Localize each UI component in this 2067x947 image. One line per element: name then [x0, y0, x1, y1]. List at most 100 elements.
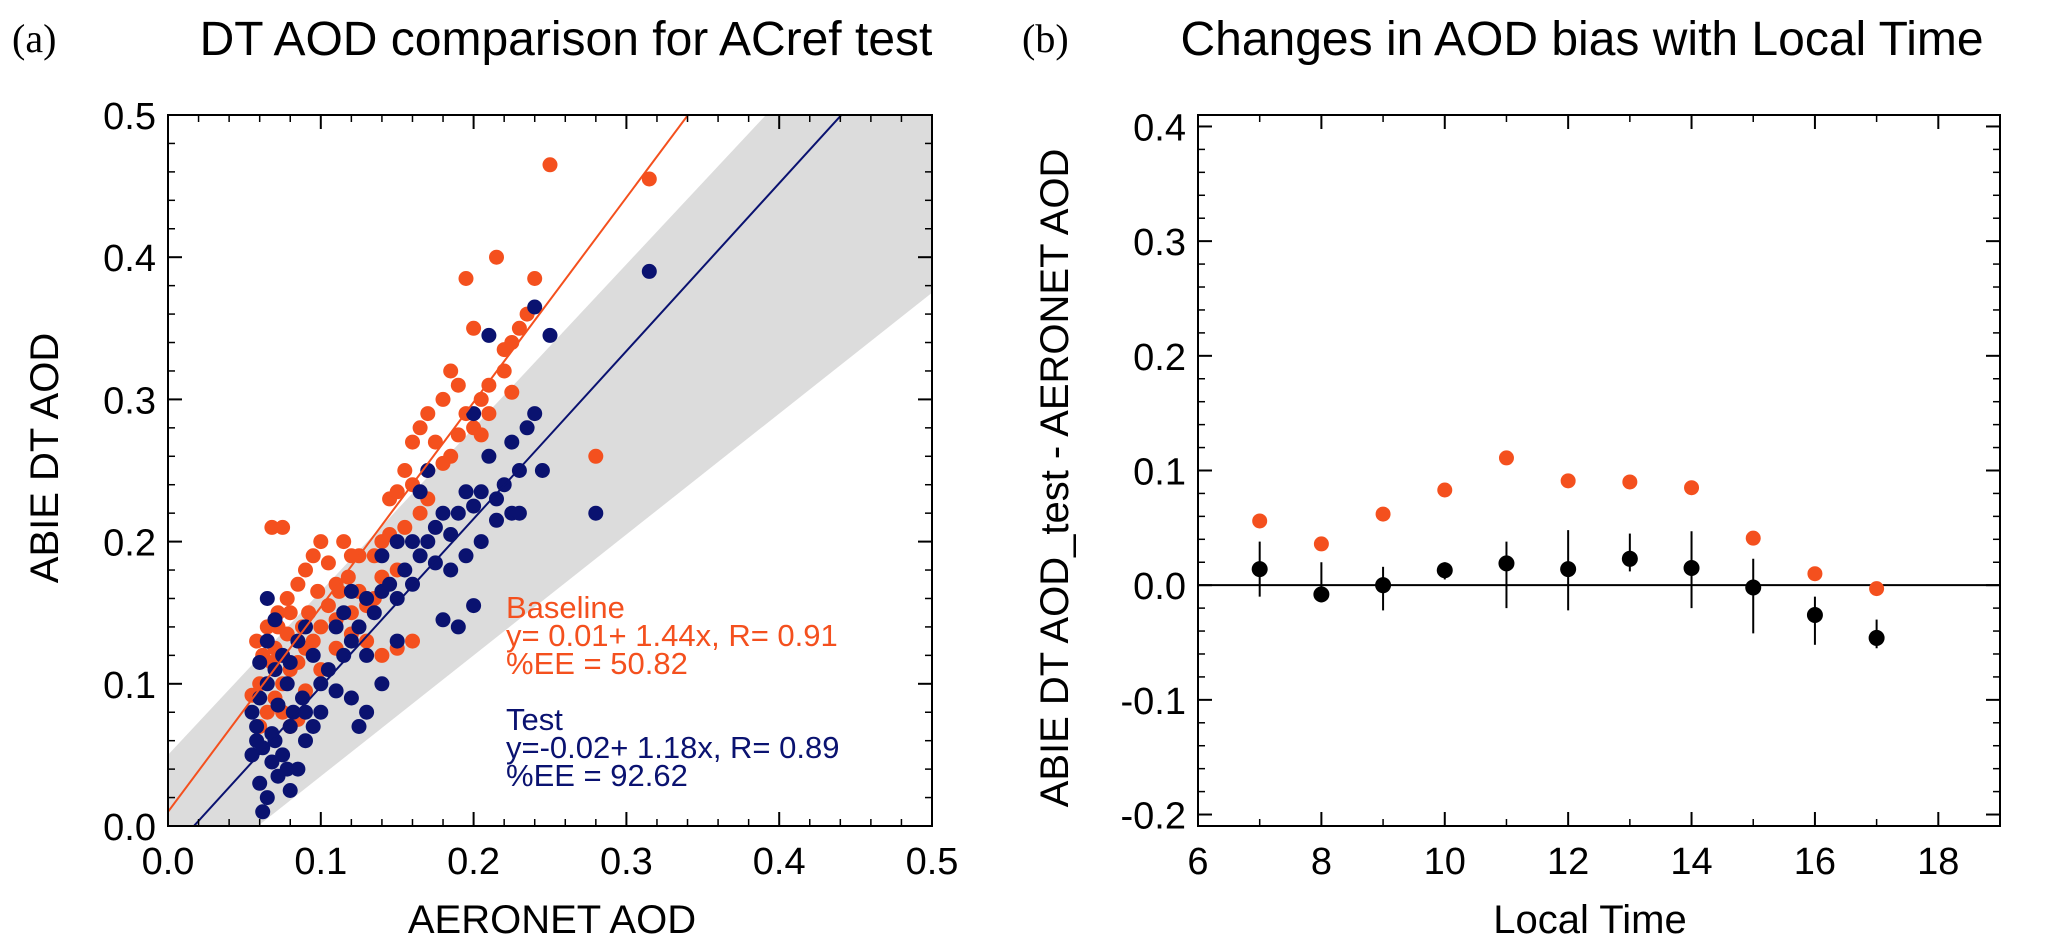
panel-b: (b) Changes in AOD bias with Local Time …: [1022, 13, 2001, 942]
baseline-point: [301, 605, 317, 621]
test-point: [427, 519, 443, 535]
x-tick-label: 14: [1670, 841, 1712, 883]
panel-a-frame: [167, 114, 933, 827]
test-point: [305, 647, 321, 663]
test-point: [298, 704, 313, 720]
panel-a-label: (a): [12, 16, 56, 61]
panel-a: (a) DT AOD comparison for ACref test 0.0…: [12, 13, 959, 942]
test-point: [511, 505, 527, 521]
baseline-point: [310, 583, 326, 599]
test-point: [249, 733, 265, 749]
test-point: [366, 605, 382, 621]
baseline-point: [458, 271, 474, 286]
test-point: [351, 619, 367, 635]
x-tick-label: 6: [1187, 841, 1208, 883]
baseline-point: [427, 434, 443, 450]
baseline-point: [290, 576, 306, 592]
y-tick-label: 0.4: [103, 238, 156, 280]
test-point: [458, 548, 474, 564]
test-point: [458, 484, 474, 500]
baseline-bias-point: [1375, 506, 1391, 522]
baseline-point: [397, 463, 413, 478]
test-point: [389, 633, 405, 649]
test-point: [435, 612, 451, 628]
test-point: [420, 463, 436, 478]
x-tick-label: 18: [1917, 841, 1959, 883]
test-point: [259, 790, 275, 806]
test-point: [435, 505, 451, 521]
test-bias-point: [1621, 550, 1638, 567]
test-point: [473, 484, 489, 500]
test-bias-point: [1313, 586, 1330, 603]
test-legend-name: Test: [506, 702, 563, 737]
baseline-bias-point: [1437, 482, 1453, 498]
baseline-bias-point: [1560, 473, 1576, 489]
test-fit-text: y=-0.02+ 1.18x, R= 0.89: [506, 730, 839, 765]
baseline-point: [588, 448, 604, 464]
baseline-point: [336, 534, 352, 550]
baseline-point: [313, 534, 329, 550]
test-point: [489, 491, 504, 507]
test-point: [252, 690, 268, 706]
test-point: [343, 583, 359, 599]
x-tick-label: 12: [1547, 841, 1589, 883]
baseline-point: [489, 249, 504, 265]
y-tick-label: 0.3: [103, 380, 156, 422]
test-point: [249, 719, 265, 734]
test-point: [295, 690, 310, 706]
test-point: [290, 633, 306, 649]
baseline-point: [511, 320, 527, 336]
test-point: [466, 598, 482, 614]
test-point: [405, 534, 420, 550]
test-point: [466, 406, 482, 422]
test-point: [279, 676, 295, 692]
baseline-bias-point: [1252, 513, 1268, 529]
x-tick-label: 10: [1424, 841, 1466, 883]
test-point: [252, 775, 268, 791]
panel-a-clipped: [168, 115, 932, 826]
panel-b-frame: [1197, 114, 2001, 827]
test-bias-point: [1498, 555, 1515, 572]
baseline-point: [496, 363, 512, 379]
test-bias-point: [1806, 606, 1823, 623]
x-tick-label: 0.5: [906, 841, 959, 883]
test-point: [259, 591, 275, 606]
baseline-point: [481, 406, 497, 422]
baseline-point: [481, 377, 497, 393]
test-point: [443, 527, 459, 542]
baseline-bias-point: [1684, 480, 1700, 496]
baseline-point: [305, 548, 321, 564]
y-tick-label: 0.3: [1133, 222, 1186, 264]
test-point: [285, 704, 301, 720]
baseline-point: [340, 569, 356, 585]
baseline-bias-point: [1869, 581, 1885, 597]
test-point: [420, 534, 436, 550]
baseline-point: [450, 377, 466, 393]
test-point: [534, 463, 550, 478]
baseline-point: [320, 598, 336, 614]
y-tick-label: 0.0: [1133, 566, 1186, 608]
test-point: [389, 534, 405, 550]
test-point: [412, 548, 428, 564]
test-bias-point: [1560, 561, 1577, 578]
baseline-point: [359, 633, 375, 649]
baseline-point: [527, 271, 543, 286]
baseline-point: [450, 427, 466, 443]
baseline-point: [305, 633, 321, 649]
panel-a-ylabel: ABIE DT AOD: [23, 333, 67, 583]
baseline-point: [443, 363, 459, 379]
test-points: [244, 263, 657, 820]
test-point: [519, 420, 535, 436]
baseline-point: [282, 605, 298, 621]
baseline-point: [374, 647, 390, 663]
panel-b-plot-area: 6 8 10 12 14 16 18 -0.2 -0.1 0.0 0.1 0.2 0.3 0.4: [1121, 107, 2001, 883]
baseline-bias-point: [1498, 450, 1514, 466]
y-tick-label: 0.1: [103, 665, 156, 707]
panel-b-ylabel: ABIE DT AOD_test - AERONET AOD: [1033, 149, 1077, 808]
test-point: [527, 406, 543, 422]
test-point: [382, 576, 398, 592]
test-point: [489, 512, 504, 528]
test-point: [282, 783, 298, 798]
test-point: [641, 263, 657, 279]
baseline-bias-point: [1745, 530, 1761, 546]
